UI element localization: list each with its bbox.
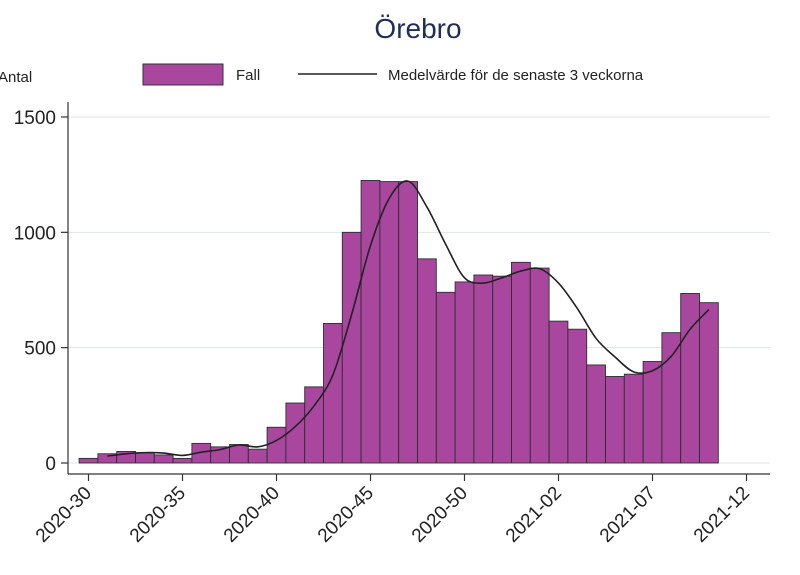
x-tick-label: 2020-30 bbox=[32, 483, 96, 547]
bar bbox=[304, 386, 324, 464]
bar bbox=[266, 426, 287, 464]
bar bbox=[661, 332, 682, 464]
x-tick-label: 2020-40 bbox=[220, 483, 284, 547]
bar bbox=[623, 373, 644, 464]
mean-line-group bbox=[107, 180, 710, 457]
y-ticks: 0 500 1000 1500 bbox=[14, 108, 68, 475]
legend-swatch-fall bbox=[142, 63, 224, 86]
y-tick-label: 1500 bbox=[14, 108, 56, 129]
bar bbox=[417, 258, 437, 464]
bar bbox=[78, 457, 99, 464]
x-tick-label: 2020-50 bbox=[408, 483, 472, 547]
bar bbox=[454, 281, 475, 464]
bar bbox=[586, 364, 606, 464]
bar bbox=[229, 444, 249, 464]
bar bbox=[642, 361, 663, 464]
bar bbox=[680, 293, 700, 464]
bar bbox=[153, 454, 174, 464]
bar bbox=[529, 267, 550, 464]
bar bbox=[567, 328, 588, 464]
bar bbox=[473, 274, 494, 464]
y-tick-label: 500 bbox=[24, 339, 56, 360]
bars bbox=[78, 179, 719, 464]
y-tick-label: 1000 bbox=[14, 223, 56, 244]
x-tick-label: 2021-02 bbox=[502, 483, 566, 547]
y-axis-label: Antal bbox=[0, 69, 32, 86]
chart-title: Örebro bbox=[374, 13, 461, 44]
bar bbox=[605, 376, 625, 464]
legend: Fall Medelvärde för de senaste 3 veckorn… bbox=[142, 63, 644, 86]
bar bbox=[341, 231, 362, 464]
bar bbox=[135, 452, 155, 464]
x-ticks: 2020-30 2020-35 2020-40 2020-45 2020-50 2021-… bbox=[32, 474, 754, 547]
mean-line bbox=[107, 180, 710, 457]
bar bbox=[699, 302, 719, 464]
x-tick-label: 2020-35 bbox=[126, 483, 190, 547]
x-tick-label: 2020-45 bbox=[314, 483, 378, 547]
legend-label-mean: Medelvärde för de senaste 3 veckorna bbox=[388, 67, 644, 84]
bar bbox=[398, 181, 418, 464]
bar bbox=[247, 448, 268, 464]
x-tick-label: 2021-12 bbox=[690, 483, 754, 547]
bar bbox=[379, 181, 400, 464]
bar bbox=[511, 261, 531, 464]
bar bbox=[323, 322, 343, 464]
bar bbox=[548, 320, 569, 464]
bar bbox=[435, 291, 456, 464]
bar bbox=[492, 275, 512, 464]
legend-label-fall: Fall bbox=[236, 67, 260, 84]
y-tick-label: 0 bbox=[45, 454, 56, 475]
bar bbox=[360, 179, 381, 464]
x-tick-label: 2021-07 bbox=[596, 483, 660, 547]
bar bbox=[172, 457, 193, 464]
